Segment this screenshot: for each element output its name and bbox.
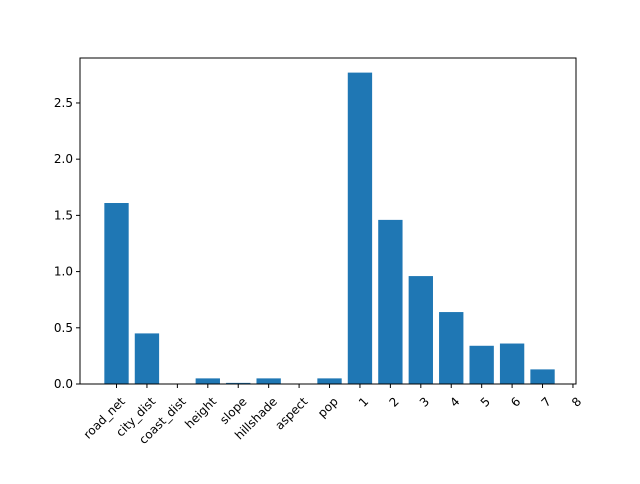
bar-1 [347, 72, 373, 385]
bar-road_net [104, 203, 129, 384]
bar-height [195, 378, 220, 384]
y-tick-label: 0.0 [54, 377, 73, 391]
bar-5 [469, 345, 494, 384]
y-tick-label: 1.5 [54, 208, 73, 222]
x-tick-label: height [182, 394, 219, 431]
bar-6 [499, 343, 525, 384]
x-tick-label: 5 [478, 394, 493, 409]
x-tick-label: 6 [508, 394, 523, 409]
y-tick-label: 2.0 [54, 152, 73, 166]
bar-city_dist [134, 333, 160, 384]
bars-group [104, 72, 555, 385]
x-tick-label: 4 [447, 394, 462, 409]
plot-frame [79, 57, 577, 385]
bar-hillshade [256, 378, 281, 384]
x-axis: road_netcity_distcoast_distheightslopehi… [81, 384, 584, 447]
x-tick-label: aspect [272, 394, 310, 432]
x-tick-label: 3 [417, 394, 432, 409]
bar-pop [317, 378, 342, 384]
x-tick-label: 7 [539, 394, 554, 409]
bar-slope [226, 382, 251, 384]
x-tick-label: 8 [569, 394, 584, 409]
x-tick-label: pop [315, 394, 341, 420]
x-tick-label: 1 [356, 394, 371, 409]
bar-7 [530, 369, 555, 384]
bar-2 [378, 219, 403, 384]
y-tick-label: 0.5 [54, 321, 73, 335]
x-tick-label: 2 [386, 394, 401, 409]
y-tick-label: 2.5 [54, 96, 73, 110]
bar-4 [439, 312, 464, 384]
y-axis: 0.0 0.5 1.0 1.5 2.0 2.5 [54, 96, 80, 391]
bar-3 [408, 276, 433, 384]
y-tick-label: 1.0 [54, 265, 73, 279]
